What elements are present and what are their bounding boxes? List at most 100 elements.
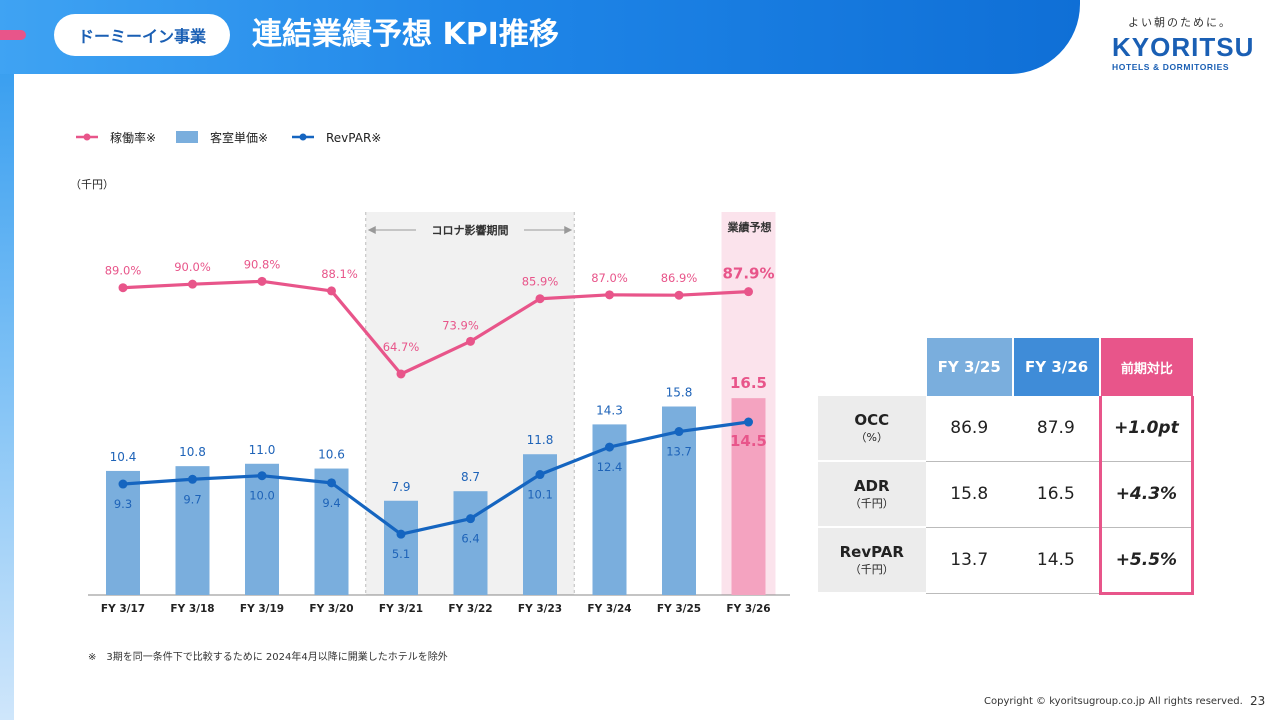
adr-bar	[175, 466, 210, 595]
occupancy-data-label: 86.9%	[661, 271, 698, 285]
revpar-point	[744, 417, 753, 427]
adr-data-label: 15.8	[666, 386, 693, 400]
adr-bar	[314, 468, 349, 595]
revpar-data-label: 9.3	[114, 497, 132, 511]
revpar-point	[605, 442, 614, 452]
occupancy-point	[188, 279, 197, 289]
kpi-chart: コロナ影響期間 業績予想 10.4 10.8 11.0 10.6 7.9 8.7 11.8 14.…	[70, 130, 790, 615]
revpar-point	[535, 470, 545, 480]
adr-data-label: 11.8	[527, 433, 554, 447]
revpar-data-label: 9.7	[183, 492, 201, 506]
legend-bar-swatch	[176, 131, 198, 143]
y-unit-label: （千円）	[70, 178, 114, 191]
value-cell: 14.5	[1012, 527, 1101, 594]
adr-bar	[245, 463, 279, 595]
table-row: OCC （%） 86.9 87.9 +1.0pt	[818, 396, 1195, 462]
occupancy-point	[257, 276, 267, 286]
copyright: Copyright © kyoritsugroup.co.jp All righ…	[984, 696, 1243, 707]
occupancy-point	[118, 283, 128, 293]
company-logo: よい朝のために。 KYORITSU HOTELS & DORMITORIES	[1100, 10, 1260, 76]
revpar-point	[327, 478, 336, 488]
page-title: 連結業績予想 KPI推移	[252, 17, 559, 52]
revpar-point	[466, 514, 475, 524]
adr-bar	[662, 406, 696, 595]
x-tick-label: FY 3/18	[170, 603, 214, 615]
revpar-data-label: 14.5	[730, 432, 767, 450]
table-row: ADR （千円） 15.8 16.5 +4.3%	[818, 461, 1195, 528]
occupancy-data-label: 90.8%	[244, 257, 281, 271]
row-unit: （千円）	[849, 497, 894, 510]
adr-bar	[106, 470, 140, 595]
occupancy-point	[327, 286, 336, 296]
page-number: 23	[1250, 694, 1266, 708]
value-cell: 87.9	[1012, 396, 1101, 462]
table-header-row: FY 3/25 FY 3/26 前期対比	[818, 338, 1193, 396]
adr-bar	[731, 398, 766, 595]
footnote: ※ 3期を同一条件下で比較するために 2024年4月以降に開業したホテルを除外	[88, 652, 448, 663]
left-accent-strip	[0, 72, 14, 720]
adr-data-label: 7.9	[391, 480, 410, 494]
revpar-data-label: 6.4	[461, 532, 479, 546]
value-cell: 16.5	[1012, 461, 1101, 528]
revpar-data-label: 10.0	[249, 489, 275, 503]
value-cell: 13.7	[925, 527, 1013, 594]
x-tick-label: FY 3/22	[448, 603, 492, 615]
legend-line-marker	[83, 133, 91, 141]
occupancy-data-label: 64.7%	[383, 340, 420, 354]
occupancy-point	[396, 369, 406, 379]
revpar-point	[188, 474, 197, 484]
covid-label: コロナ影響期間	[432, 223, 509, 237]
legend-label: 客室単価※	[210, 130, 268, 145]
row-unit: （千円）	[849, 563, 894, 576]
occupancy-line	[122, 279, 749, 376]
value-cell: 15.8	[925, 461, 1013, 528]
row-label-cell: ADR （千円）	[818, 461, 926, 528]
row-label: ADR	[853, 477, 890, 495]
adr-data-label: 10.6	[318, 448, 345, 462]
adr-bar	[453, 491, 488, 595]
x-tick-label: FY 3/19	[240, 603, 284, 615]
occupancy-point	[744, 287, 753, 297]
logo-tagline: よい朝のために。	[1128, 16, 1232, 29]
revpar-data-label: 13.7	[666, 445, 692, 459]
x-tick-label: FY 3/24	[587, 603, 631, 615]
x-tick-label: FY 3/23	[518, 603, 562, 615]
legend-line-marker	[299, 133, 307, 141]
adr-data-label: 16.5	[730, 374, 767, 392]
legend-label: 稼働率※	[110, 130, 156, 145]
covid-arrowhead-left	[367, 226, 376, 234]
revpar-line	[122, 420, 749, 536]
adr-bar	[384, 500, 418, 595]
revpar-data-label: 9.4	[322, 496, 340, 510]
occupancy-point	[674, 290, 684, 300]
legend-label: RevPAR※	[326, 131, 381, 145]
row-unit: （%）	[855, 431, 888, 444]
kpi-comparison-table: FY 3/25 FY 3/26 前期対比 OCC （%） 86.9 87.9 +1.0pt AD…	[818, 338, 1195, 595]
row-label-cell: OCC （%）	[818, 396, 926, 462]
revpar-point	[257, 471, 267, 481]
logo-name: KYORITSU	[1112, 32, 1255, 62]
table-corner-cell	[818, 338, 926, 396]
section-badge: ドーミーイン事業	[54, 14, 230, 56]
occupancy-data-label: 88.1%	[321, 267, 358, 281]
forecast-label: 業績予想	[727, 220, 772, 234]
occupancy-data-label: 87.9%	[722, 265, 774, 283]
table-header-cell: FY 3/26	[1011, 338, 1101, 396]
occupancy-point	[605, 290, 614, 300]
adr-data-label: 10.8	[179, 445, 206, 459]
occupancy-point	[535, 294, 545, 304]
revpar-point	[674, 427, 684, 437]
table-header-cell: FY 3/25	[924, 338, 1013, 396]
revpar-point	[396, 529, 406, 539]
revpar-data-label: 5.1	[392, 547, 410, 561]
covid-arrowhead-right	[564, 226, 573, 234]
revpar-data-label: 12.4	[597, 460, 623, 474]
occupancy-point	[466, 336, 475, 346]
row-label-cell: RevPAR （千円）	[818, 527, 926, 594]
x-tick-label: FY 3/20	[309, 603, 353, 615]
table-row: RevPAR （千円） 13.7 14.5 +5.5%	[818, 527, 1195, 595]
x-tick-label: FY 3/17	[101, 603, 145, 615]
logo-subtitle: HOTELS & DORMITORIES	[1112, 62, 1230, 72]
occupancy-data-label: 87.0%	[591, 271, 628, 285]
revpar-point	[118, 479, 128, 489]
